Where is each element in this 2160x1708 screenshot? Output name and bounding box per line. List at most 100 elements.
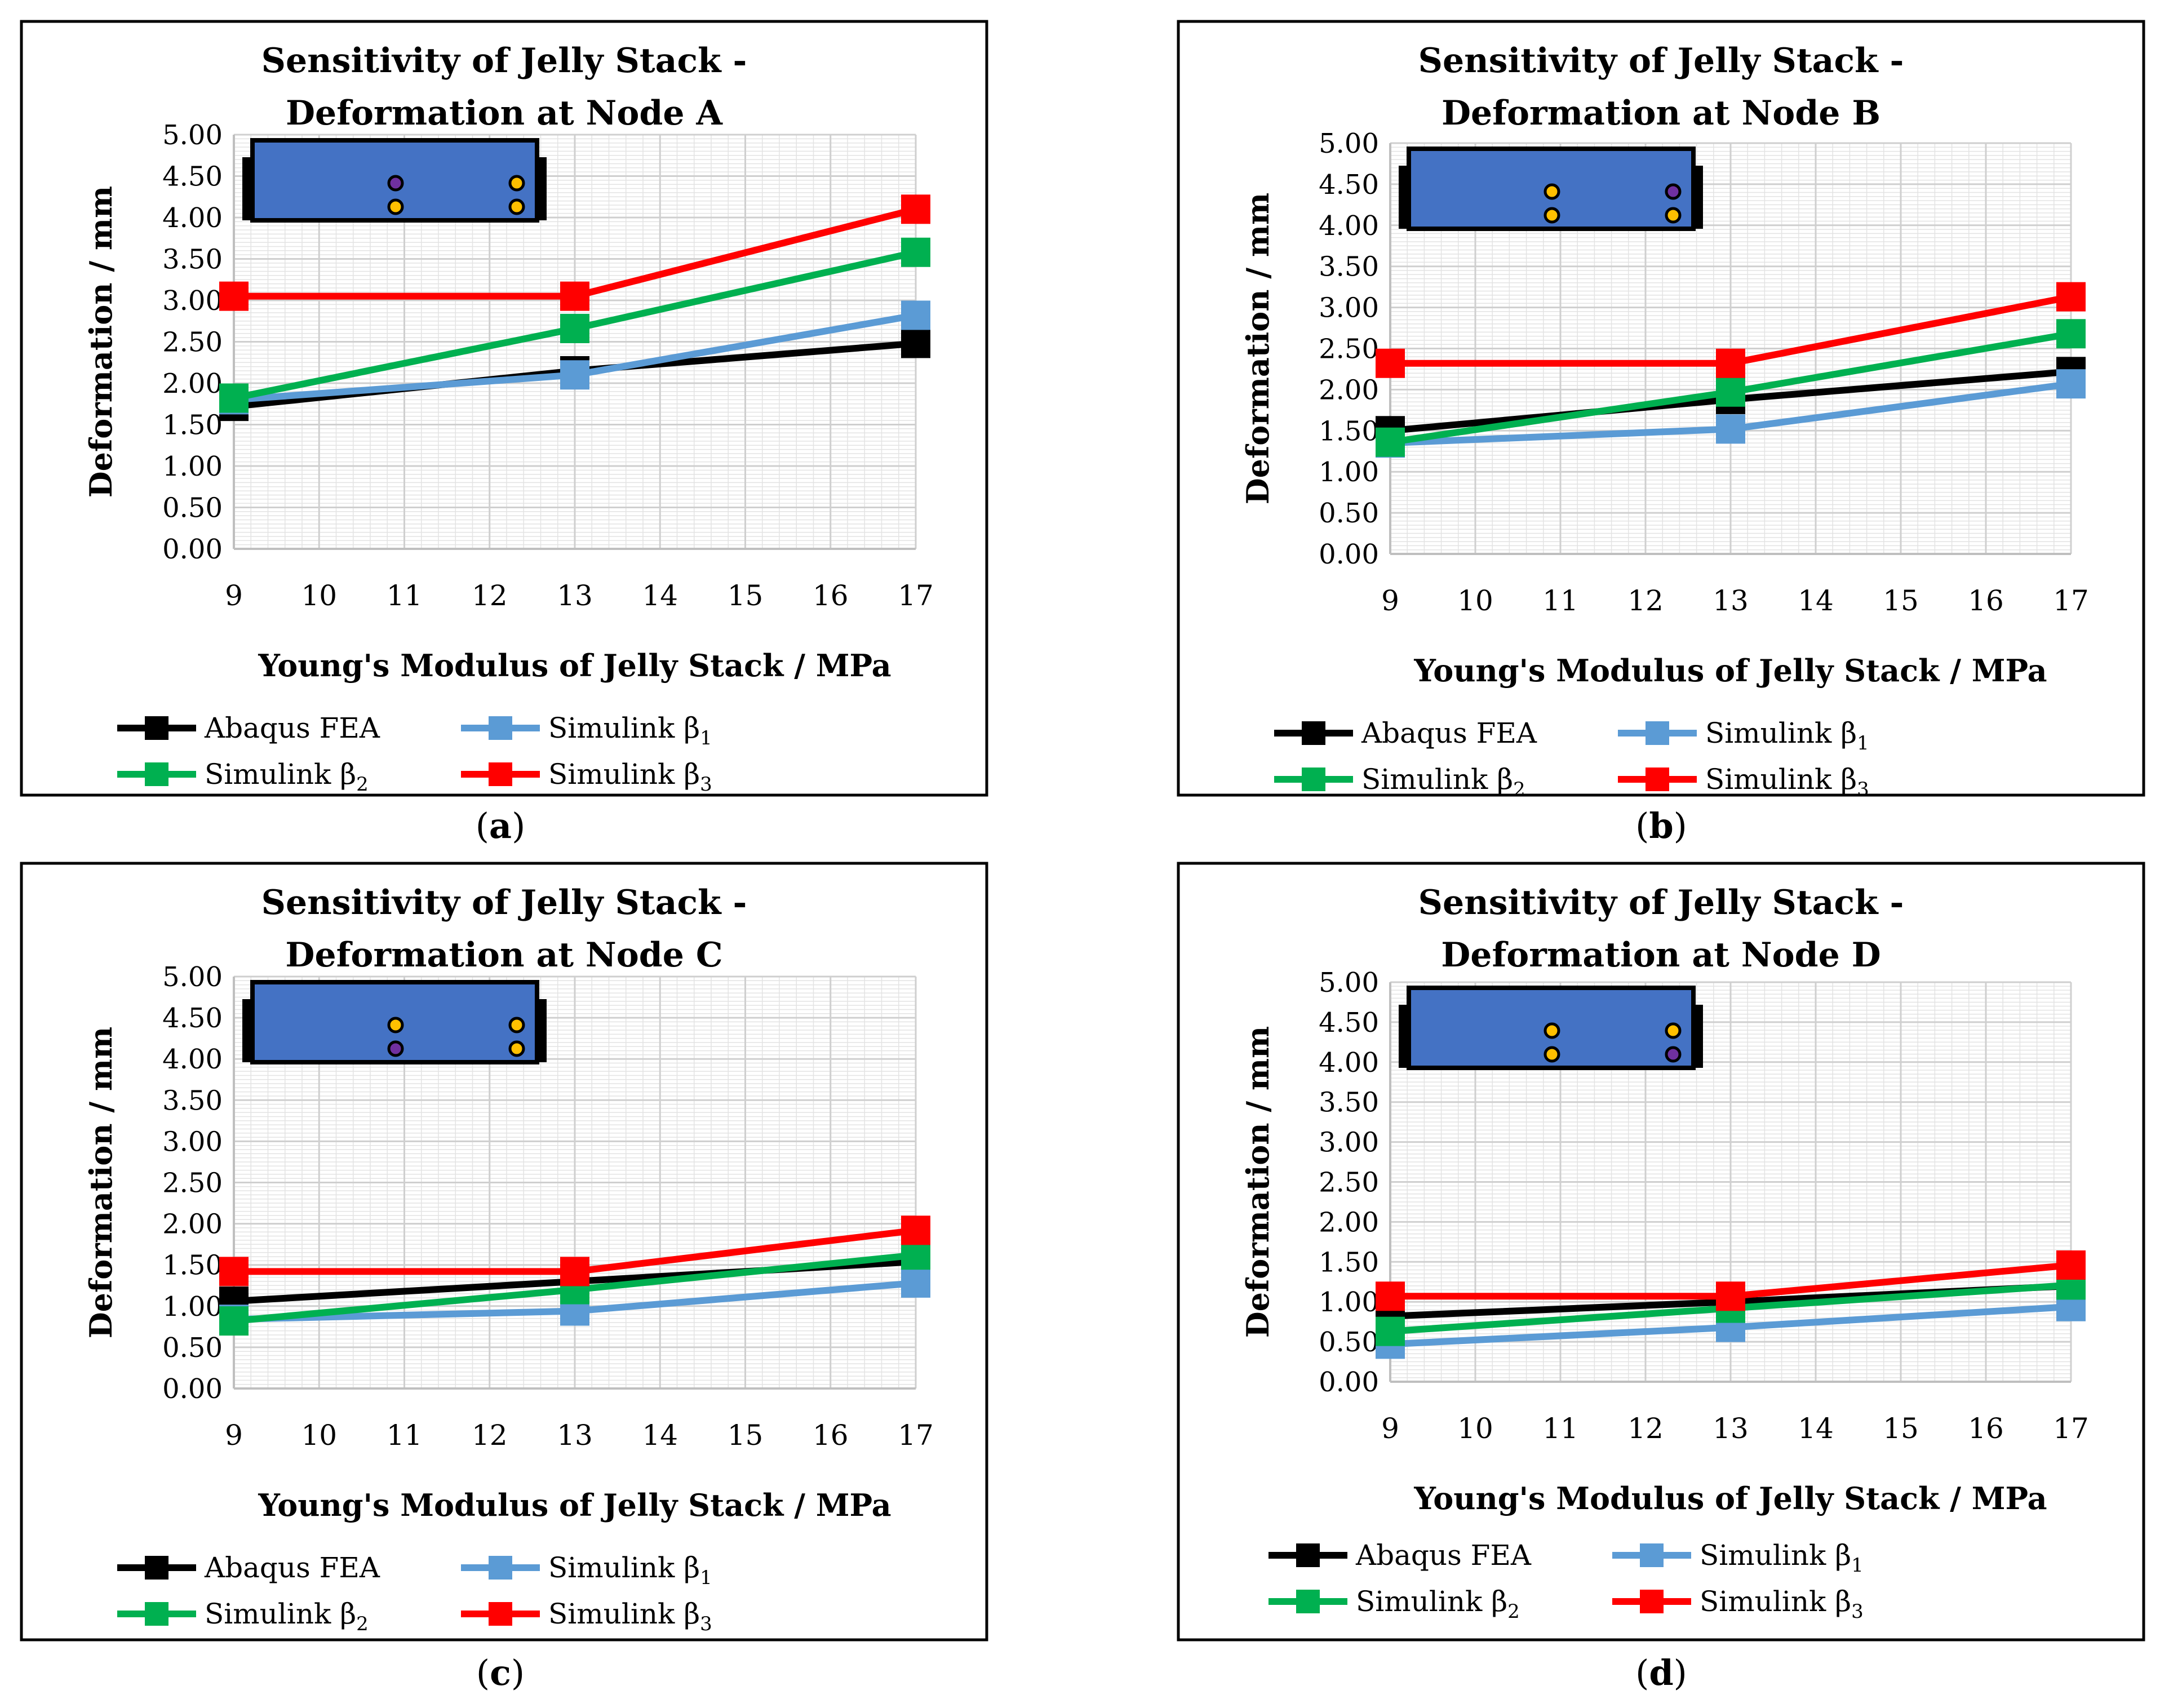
legend-label-text: Abaqus FEA xyxy=(1361,717,1537,749)
x-tick-label: 14 xyxy=(642,579,678,612)
node-icon xyxy=(1544,1046,1560,1063)
legend-item: Simulink β3 xyxy=(461,1598,712,1635)
inset-schematic xyxy=(242,980,547,1064)
x-tick-label: 17 xyxy=(898,1419,934,1452)
legend-label-text: Simulink β xyxy=(548,1598,700,1630)
x-tick-label: 17 xyxy=(2053,1412,2089,1445)
y-tick-label: 4.50 xyxy=(1319,1007,1379,1039)
data-point xyxy=(560,360,589,390)
data-point xyxy=(1716,377,1745,407)
legend-label-subscript: 1 xyxy=(700,727,712,749)
data-point xyxy=(1376,348,1405,378)
legend-label-text: Simulink β xyxy=(1700,1585,1851,1618)
panel-label-paren: ( xyxy=(476,805,489,846)
legend-label-text: Simulink β xyxy=(205,758,356,791)
x-tick-label: 9 xyxy=(1381,1412,1399,1445)
x-tick-label: 14 xyxy=(642,1419,678,1452)
legend-label: Simulink β1 xyxy=(1705,717,1869,755)
y-tick-label: 4.00 xyxy=(1319,1047,1379,1079)
legend-label-text: Simulink β xyxy=(548,712,700,744)
y-tick-label: 2.00 xyxy=(162,1209,223,1240)
chart-panel-a: Sensitivity of Jelly Stack - Deformation … xyxy=(20,20,988,797)
inset-schematic xyxy=(1399,986,1703,1070)
x-tick-label: 13 xyxy=(1713,584,1749,617)
legend-label-text: Abaqus FEA xyxy=(1355,1539,1532,1572)
panel-label: (a) xyxy=(476,805,526,846)
chart-title-line-2: Deformation at Node D xyxy=(1441,935,1880,975)
data-point xyxy=(1376,427,1405,457)
legend-item: Abaqus FEA xyxy=(117,712,380,744)
panel-label-letter: b xyxy=(1649,805,1673,846)
y-tick-label: 5.00 xyxy=(1319,128,1379,159)
data-point xyxy=(560,281,589,311)
y-tick-label: 4.00 xyxy=(162,202,223,234)
panel-label: (b) xyxy=(1635,805,1687,846)
y-tick-label: 2.50 xyxy=(162,1168,223,1199)
legend-item: Simulink β3 xyxy=(1612,1585,1864,1623)
y-tick-label: 1.50 xyxy=(1319,415,1379,447)
y-tick-label: 2.50 xyxy=(1319,1167,1379,1199)
x-tick-label: 16 xyxy=(813,579,849,612)
chart-title-line-2: Deformation at Node B xyxy=(1442,94,1880,133)
y-tick-label: 4.50 xyxy=(1319,169,1379,201)
x-tick-label: 13 xyxy=(1713,1412,1749,1445)
highlighted-node-icon xyxy=(1665,1046,1682,1063)
legend-label: Abaqus FEA xyxy=(1355,1539,1532,1572)
panel-label-letter: a xyxy=(489,805,512,846)
panel-label-paren: ( xyxy=(1635,1652,1649,1693)
x-tick-label: 12 xyxy=(1627,1412,1664,1445)
panel-label-paren: ( xyxy=(1635,805,1649,846)
legend-label-text: Simulink β xyxy=(1700,1539,1851,1572)
data-point xyxy=(219,281,249,311)
legend-label: Simulink β1 xyxy=(1700,1539,1864,1577)
chart-title-line-1: Sensitivity of Jelly Stack - xyxy=(261,41,747,81)
legend-label-subscript: 3 xyxy=(700,1613,712,1635)
legend-label: Simulink β1 xyxy=(548,1551,712,1589)
panel-label-paren: ) xyxy=(512,805,525,846)
panel-label-letter: c xyxy=(490,1652,511,1693)
x-tick-label: 16 xyxy=(1968,584,2004,617)
x-tick-label: 9 xyxy=(225,579,243,612)
legend-label-text: Simulink β xyxy=(548,758,700,791)
y-axis-title: Deformation / mm xyxy=(83,186,119,498)
data-point xyxy=(901,194,930,224)
y-axis-title: Deformation / mm xyxy=(1240,1026,1276,1338)
chart-title-line-1: Sensitivity of Jelly Stack - xyxy=(1418,41,1904,81)
legend-label-text: Simulink β xyxy=(1356,1585,1507,1618)
legend-item: Simulink β2 xyxy=(117,758,369,796)
x-tick-label: 17 xyxy=(898,579,934,612)
x-tick-label: 15 xyxy=(1883,584,1919,617)
legend-swatch-marker xyxy=(1640,1590,1664,1613)
data-point xyxy=(2056,319,2086,349)
legend-item: Simulink β2 xyxy=(1268,1585,1520,1623)
y-tick-label: 2.00 xyxy=(162,368,223,400)
y-tick-label: 3.50 xyxy=(1319,1087,1379,1119)
legend-label: Abaqus FEA xyxy=(204,712,380,744)
legend-label: Simulink β2 xyxy=(205,758,369,796)
x-tick-label: 15 xyxy=(728,1419,764,1452)
x-tick-label: 11 xyxy=(1542,1412,1578,1445)
y-tick-label: 2.50 xyxy=(1319,334,1379,365)
chart-panel-d: Sensitivity of Jelly Stack - Deformation … xyxy=(1177,862,2145,1642)
node-icon xyxy=(508,1017,525,1033)
legend-label-subscript: 1 xyxy=(1851,1554,1864,1577)
node-icon xyxy=(387,198,404,215)
legend-label-text: Simulink β xyxy=(1705,717,1857,749)
data-point xyxy=(2056,369,2086,399)
legend-swatch-marker xyxy=(1640,1543,1664,1567)
x-axis-title: Young's Modulus of Jelly Stack / MPa xyxy=(258,1487,891,1523)
inset-schematic xyxy=(1399,147,1703,231)
legend-label: Simulink β2 xyxy=(205,1598,369,1635)
panel-label: (c) xyxy=(476,1652,525,1693)
x-axis-title: Young's Modulus of Jelly Stack / MPa xyxy=(1413,1480,2047,1516)
x-tick-label: 10 xyxy=(1457,584,1493,617)
y-tick-label: 4.00 xyxy=(1319,210,1379,242)
y-tick-label: 1.50 xyxy=(162,1250,223,1281)
legend-swatch-marker xyxy=(145,1602,168,1626)
legend-label-subscript: 2 xyxy=(1513,778,1525,801)
legend-label: Simulink β2 xyxy=(1356,1585,1520,1623)
data-point xyxy=(560,313,589,343)
